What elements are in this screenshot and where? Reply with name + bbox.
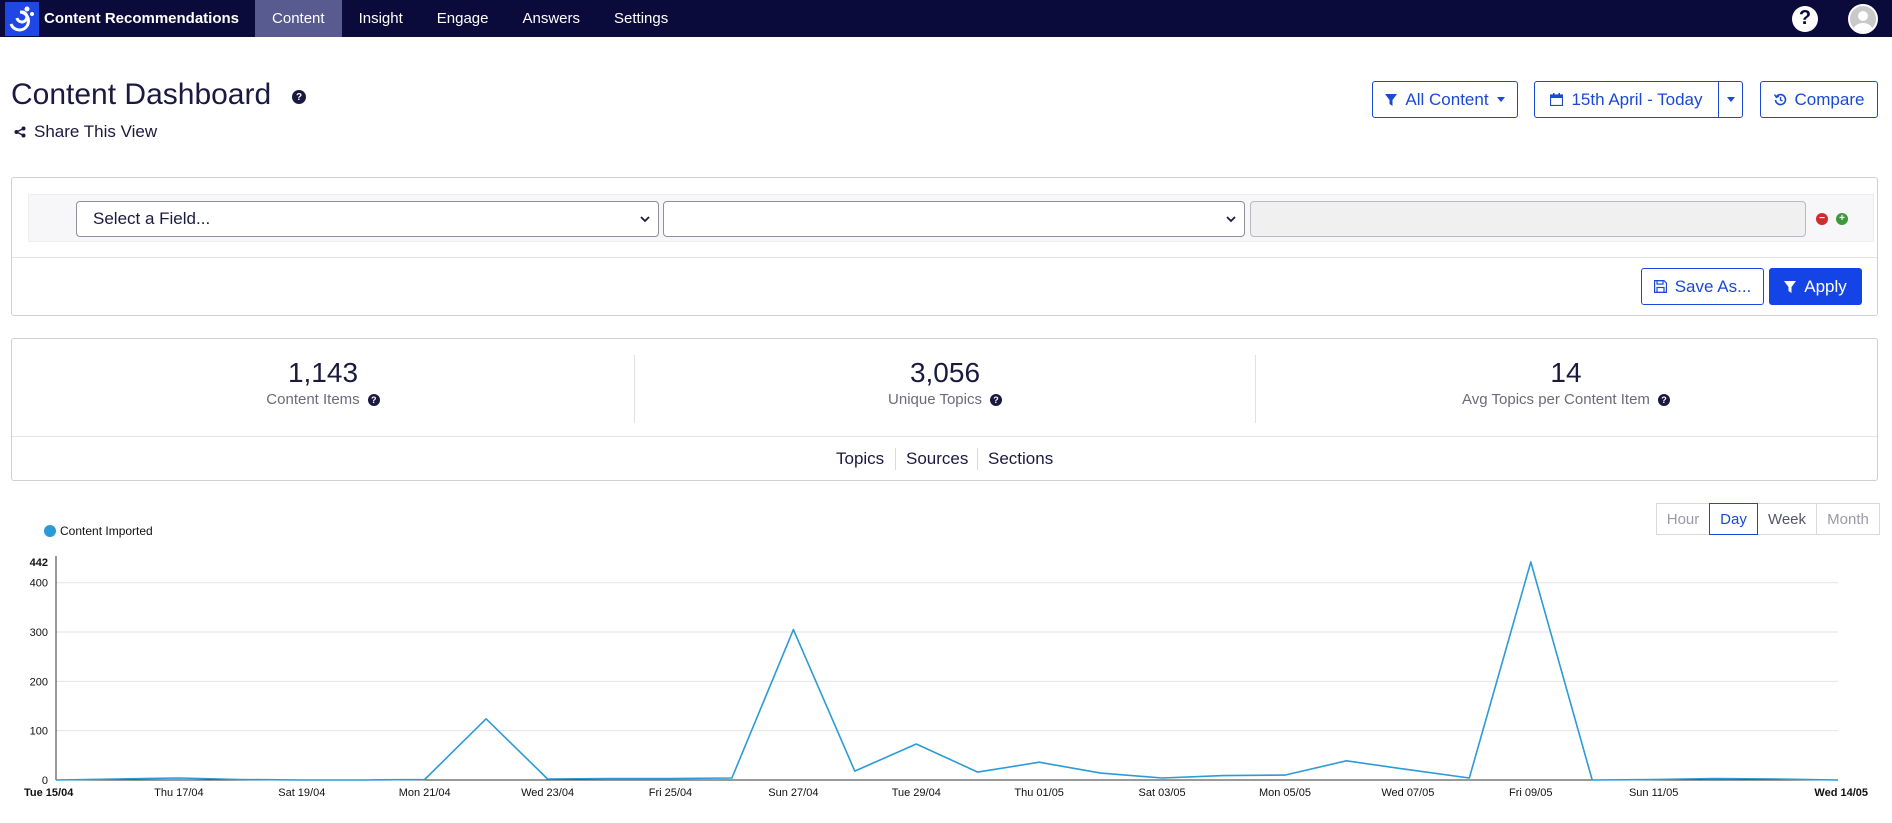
page-title: Content Dashboard [11,78,272,111]
all-content-label: All Content [1405,89,1489,109]
subtab-sections[interactable]: Sections [988,449,1054,468]
x-tick-label: Sat 03/05 [1139,787,1186,799]
divider [12,436,1877,437]
filter-panel: Select a Field... − + Save As... Apply [11,177,1878,316]
legend-dot [44,525,56,537]
title-help-icon[interactable]: ? [292,90,306,104]
x-tick-label: Tue 15/04 [24,787,74,799]
stat-unique-topics: 3,056 Unique Topics? [634,357,1256,408]
chart-legend[interactable]: Content Imported [44,524,153,538]
granularity-week[interactable]: Week [1757,503,1817,535]
compare-label: Compare [1794,89,1865,109]
save-as-button[interactable]: Save As... [1641,268,1764,305]
divider [634,355,635,423]
stats-panel: 1,143 Content Items? 3,056 Unique Topics… [11,338,1878,481]
x-tick-label: Sat 19/04 [278,787,325,799]
x-tick-label: Mon 21/04 [399,787,451,799]
nav-tab-answers[interactable]: Answers [522,10,581,27]
field-select-value: Select a Field... [93,209,211,228]
stat-label: Unique Topics [888,391,982,408]
granularity-month[interactable]: Month [1816,503,1880,535]
x-tick-label: Thu 01/05 [1014,787,1064,799]
value-input[interactable] [1250,201,1806,237]
y-tick-label: 300 [30,627,48,639]
nav-tab-insight[interactable]: Insight [358,10,403,27]
caret-down-icon [1496,97,1505,102]
x-tick-label: Sun 27/04 [768,787,818,799]
x-tick-label: Thu 17/04 [154,787,204,799]
granularity-day[interactable]: Day [1709,503,1758,535]
divider [1255,355,1256,423]
operator-select[interactable] [663,201,1245,237]
avatar[interactable] [1848,3,1878,34]
share-icon [14,126,26,138]
logo-icon[interactable] [0,0,44,37]
top-nav: Content Recommendations Content Insight … [0,0,1892,37]
y-tick-label: 400 [30,578,48,590]
save-icon [1653,280,1667,293]
compare-button[interactable]: Compare [1760,81,1878,118]
help-icon[interactable]: ? [989,393,1002,406]
y-tick-label: 442 [30,557,48,569]
caret-down-icon [1726,97,1735,102]
apply-button[interactable]: Apply [1769,268,1862,305]
help-icon[interactable]: ? [1657,393,1670,406]
x-tick-label: Sun 11/05 [1629,787,1678,799]
nav-tab-content[interactable]: Content [255,0,342,37]
calendar-icon [1550,93,1564,106]
stat-value: 3,056 [909,357,981,388]
x-tick-label: Tue 29/04 [892,787,941,799]
all-content-filter-button[interactable]: All Content [1372,81,1518,118]
nav-tab-engage[interactable]: Engage [436,10,489,27]
y-tick-label: 200 [30,676,48,688]
x-tick-label: Fri 09/05 [1509,787,1552,799]
chevron-down-icon [640,216,650,223]
chevron-down-icon [1226,216,1236,223]
help-icon[interactable]: ? [367,393,380,406]
subtab-sources[interactable]: Sources [906,449,969,468]
y-tick-label: 0 [42,775,48,787]
save-as-label: Save As... [1674,276,1752,296]
stat-label: Content Items [266,391,360,408]
share-view-link[interactable]: Share This View [14,122,157,142]
add-filter-icon[interactable]: + [1836,213,1848,225]
x-tick-label: Mon 05/05 [1259,787,1311,799]
date-range-label: 15th April - Today [1571,89,1703,109]
x-tick-label: Wed 14/05 [1814,787,1868,799]
brand-name[interactable]: Content Recommendations [44,10,240,27]
x-tick-label: Wed 23/04 [521,787,574,799]
legend-label: Content Imported [60,524,153,538]
share-view-label: Share This View [34,122,158,141]
stat-avg-topics: 14 Avg Topics per Content Item? [1255,357,1877,408]
field-select[interactable]: Select a Field... [76,201,659,237]
x-tick-label: Fri 25/04 [649,787,692,799]
filter-icon [1385,93,1398,106]
filter-icon [1784,280,1797,293]
divider [12,257,1877,258]
apply-label: Apply [1804,276,1847,296]
stat-label: Avg Topics per Content Item [1462,391,1650,408]
stat-content-items: 1,143 Content Items? [12,357,634,408]
granularity-toggle: Hour Day Week Month [1656,503,1880,535]
y-tick-label: 100 [30,726,48,738]
stat-value: 1,143 [287,357,359,388]
nav-tab-settings[interactable]: Settings [614,10,669,27]
stat-value: 14 [1550,357,1582,388]
x-tick-label: Wed 07/05 [1381,787,1434,799]
filter-row: Select a Field... − + [28,194,1874,242]
divider [977,448,978,470]
history-icon [1773,93,1786,106]
remove-filter-icon[interactable]: − [1816,213,1828,225]
date-range-button[interactable]: 15th April - Today [1534,81,1719,118]
series-line-content-imported [55,561,1839,781]
divider [895,448,896,470]
granularity-hour[interactable]: Hour [1656,503,1710,535]
help-icon[interactable]: ? [1792,5,1818,32]
date-range-dropdown-button[interactable] [1718,81,1743,118]
subtab-topics[interactable]: Topics [836,449,885,468]
